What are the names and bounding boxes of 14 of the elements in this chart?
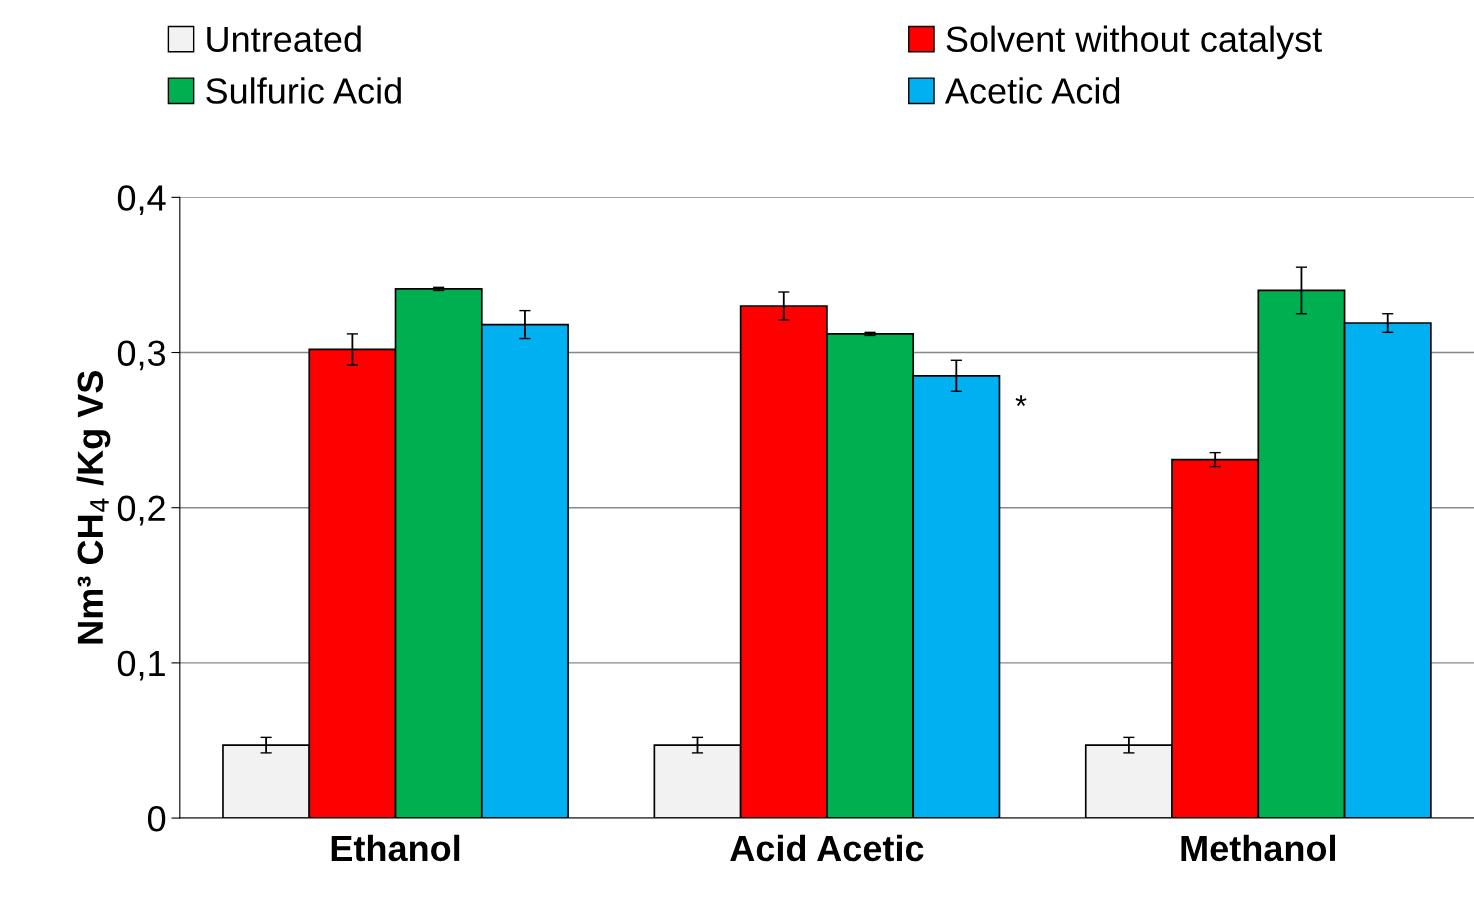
x-tick-label: Ethanol	[331, 834, 460, 862]
x-tick-label: Methanol	[1181, 834, 1335, 862]
legend-label: Sulfuric Acid	[206, 77, 401, 104]
legend-label: Solvent without catalyst	[946, 25, 1322, 60]
annotation: *	[1015, 395, 1027, 406]
x-tick-label: Acid Acetic	[730, 834, 924, 862]
y-tick-label: 0,4	[117, 185, 166, 216]
legend-label: Untreated	[207, 25, 361, 53]
y-tick-label: 0	[147, 805, 166, 832]
y-tick-label: 0,3	[117, 340, 166, 371]
y-tick-label: 0,2	[117, 495, 165, 526]
y-tick-label: 0,1	[117, 650, 165, 681]
y-axis-title: Nm³ CH$_{4}$ /Kg VS	[76, 371, 111, 644]
legend-label: Acetic Acid	[944, 77, 1120, 104]
